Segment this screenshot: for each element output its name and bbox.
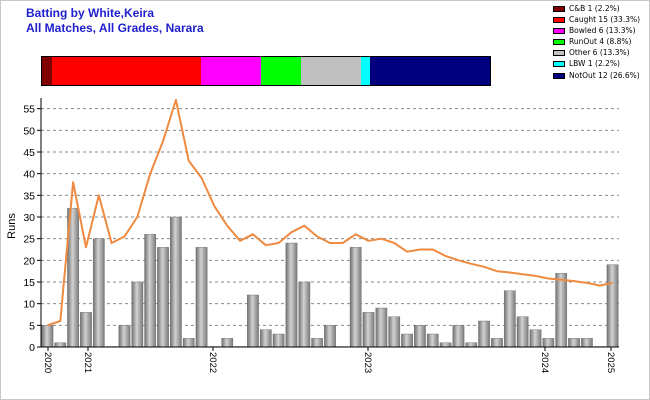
distribution-segment — [42, 57, 52, 85]
legend-swatch — [553, 28, 565, 35]
legend-label: Caught 15 (33.3%) — [569, 15, 641, 25]
bar — [118, 325, 131, 348]
bar — [80, 312, 92, 348]
bar — [401, 333, 413, 348]
legend-swatch — [553, 72, 565, 79]
y-tick-label: 55 — [23, 104, 35, 116]
bar — [221, 338, 234, 348]
bar — [529, 329, 542, 348]
x-tick-label: 2025 — [605, 352, 616, 373]
chart-subtitle: All Matches, All Grades, Narara — [26, 21, 204, 35]
distribution-segment — [360, 57, 371, 85]
distribution-segment — [201, 57, 261, 85]
bar — [170, 216, 182, 348]
distribution-segment — [300, 57, 361, 85]
bar — [568, 338, 580, 348]
bar — [144, 234, 157, 348]
bar — [581, 338, 593, 348]
distribution-segment — [51, 57, 202, 85]
y-tick-label: 25 — [23, 234, 35, 246]
bar — [555, 273, 568, 348]
bar — [465, 342, 478, 348]
legend-swatch — [553, 39, 565, 46]
bar — [298, 281, 311, 348]
x-tick-label: 2024 — [539, 352, 550, 373]
y-tick-label: 50 — [23, 125, 35, 137]
x-tick-label: 2020 — [42, 352, 53, 373]
y-tick-label: 10 — [23, 299, 35, 311]
bar — [131, 281, 144, 348]
bar — [247, 294, 259, 348]
legend-item: NotOut 12 (26.6%) — [553, 71, 649, 82]
y-axis-label-wrap: Runs — [2, 213, 22, 239]
x-tick-label: 2023 — [362, 352, 373, 373]
y-tick-label: 0 — [29, 342, 35, 354]
average-line — [47, 99, 613, 327]
chart-title: Batting by White,Keira — [26, 6, 155, 20]
y-tick-label: 30 — [23, 212, 35, 224]
bar — [324, 325, 336, 348]
bar — [54, 342, 67, 348]
legend-item: LBW 1 (2.2%) — [553, 59, 649, 70]
x-tick-label: 2021 — [82, 352, 93, 373]
distribution-segment — [370, 57, 490, 85]
bar — [157, 247, 169, 348]
distribution-segment — [261, 57, 301, 85]
bar — [452, 325, 465, 348]
y-tick-label: 40 — [23, 169, 35, 181]
y-axis-label: Runs — [6, 213, 18, 239]
legend-item: Bowled 6 (13.3%) — [553, 26, 649, 37]
bar — [388, 316, 401, 348]
bar — [426, 333, 439, 348]
bar — [272, 333, 285, 348]
bar — [182, 338, 195, 348]
y-tick-label: 15 — [23, 277, 35, 289]
legend-label: RunOut 4 (8.8%) — [569, 37, 632, 47]
bar — [285, 242, 298, 348]
legend-swatch — [553, 50, 565, 57]
bar — [92, 238, 105, 348]
legend-label: NotOut 12 (26.6%) — [569, 70, 640, 80]
bar — [439, 342, 452, 348]
legend-swatch — [553, 17, 565, 24]
bar — [542, 338, 555, 348]
legend-label: Bowled 6 (13.3%) — [569, 26, 636, 36]
bar — [491, 338, 503, 348]
bar — [375, 307, 388, 348]
dismissal-legend: C&B 1 (2.2%) Caught 15 (33.3%) Bowled 6 (1… — [553, 4, 649, 82]
bar — [362, 312, 375, 348]
bar — [311, 338, 324, 348]
legend-swatch — [553, 6, 565, 12]
dismissal-distribution-bar — [41, 56, 491, 86]
legend-item: RunOut 4 (8.8%) — [553, 37, 649, 48]
bar — [349, 247, 362, 348]
bar — [606, 264, 619, 348]
bar — [195, 247, 208, 348]
bar — [516, 316, 529, 348]
bar — [414, 325, 426, 348]
x-tick-label: 2022 — [207, 352, 218, 373]
legend-item: C&B 1 (2.2%) — [553, 4, 649, 15]
legend-label: C&B 1 (2.2%) — [569, 4, 620, 13]
legend-label: Other 6 (13.3%) — [569, 48, 630, 58]
legend-label: LBW 1 (2.2%) — [569, 59, 620, 69]
y-tick-label: 5 — [29, 320, 35, 332]
bar — [503, 290, 516, 348]
legend-item: Other 6 (13.3%) — [553, 48, 649, 59]
bar — [259, 329, 272, 348]
y-tick-label: 45 — [23, 147, 35, 159]
bar — [41, 325, 54, 348]
legend-item: Caught 15 (33.3%) — [553, 15, 649, 26]
y-tick-label: 20 — [23, 255, 35, 267]
bar — [478, 320, 490, 348]
legend-swatch — [553, 61, 565, 68]
y-tick-label: 35 — [23, 190, 35, 202]
